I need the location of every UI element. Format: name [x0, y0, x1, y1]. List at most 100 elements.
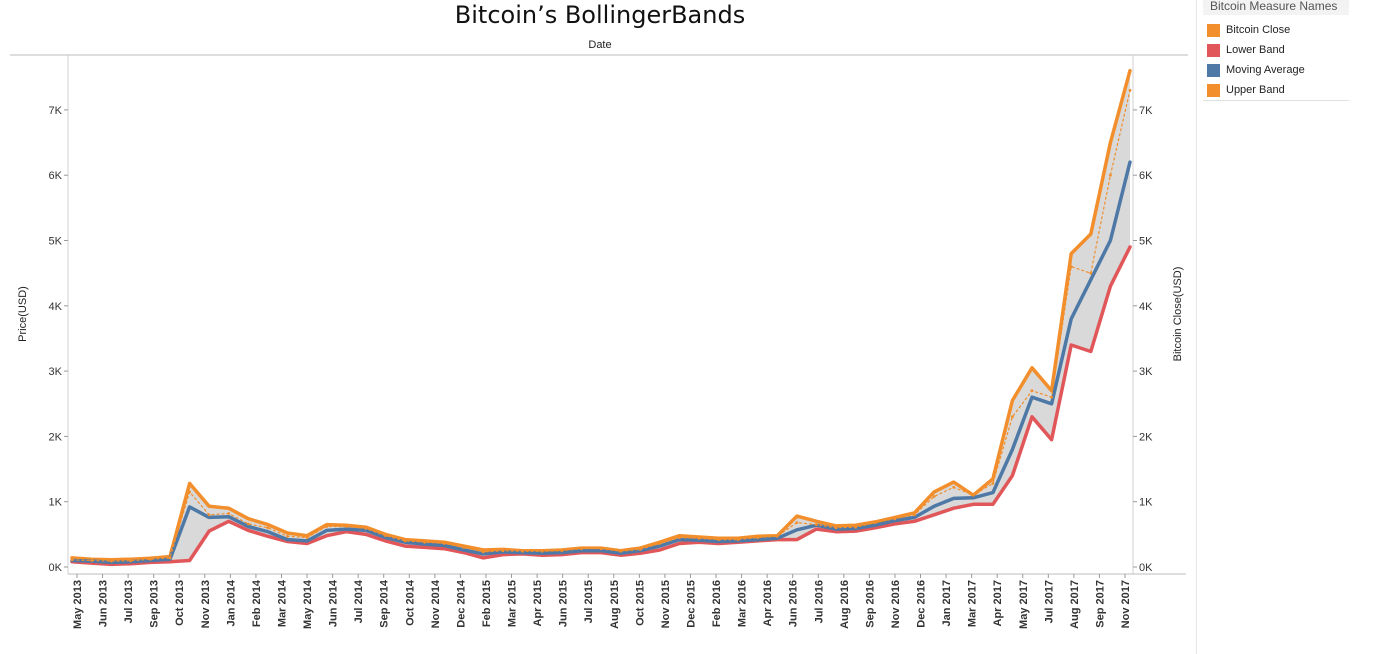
x-tick-label: Sep 2014 — [379, 579, 391, 628]
x-tick-label: Mar 2015 — [507, 580, 519, 627]
data-point-bitcoin-close — [560, 549, 564, 553]
x-tick-label: Feb 2015 — [481, 580, 493, 627]
data-point-bitcoin-close — [795, 521, 799, 524]
data-point-upper-band — [325, 523, 328, 526]
data-point-upper-band — [1129, 69, 1131, 72]
tick-layer: 0K 0K 1K 1K 2K 2K 3K 3K 4K 4K 5K 5K 6K 6K 7K 7K — [49, 105, 1154, 574]
panel-divider — [1196, 0, 1197, 654]
data-point-bitcoin-close — [834, 526, 838, 530]
data-point-lower-band — [835, 530, 837, 533]
data-point-lower-band — [482, 557, 485, 559]
data-point-upper-band — [482, 549, 485, 551]
data-point-moving-average — [463, 549, 465, 551]
data-point-moving-average — [1050, 403, 1053, 405]
legend-item-lower-band[interactable]: Lower Band — [1207, 42, 1285, 58]
y2-tick-label: 5K — [1139, 236, 1153, 248]
data-point-upper-band — [854, 524, 857, 526]
legend-item-moving-average[interactable]: Moving Average — [1207, 62, 1305, 78]
data-point-moving-average — [1109, 239, 1112, 242]
data-point-upper-band — [952, 481, 955, 483]
data-point-moving-average — [1031, 396, 1033, 399]
data-point-moving-average — [600, 549, 602, 552]
data-point-upper-band — [913, 512, 916, 514]
data-point-moving-average — [717, 540, 720, 543]
y-tick-label: 3K — [49, 366, 63, 378]
data-point-bitcoin-close — [697, 536, 701, 540]
data-point-bitcoin-close — [873, 521, 877, 524]
x-tick-label: May 2017 — [1018, 580, 1030, 629]
data-point-lower-band — [1011, 474, 1014, 477]
data-point-moving-average — [952, 497, 955, 500]
data-point-bitcoin-close — [1128, 88, 1132, 92]
data-point-lower-band — [992, 503, 994, 506]
y-tick-label: 0K — [49, 562, 63, 574]
data-point-lower-band — [796, 538, 798, 541]
x-tick-label: Aug 2016 — [839, 580, 851, 629]
data-point-moving-average — [874, 524, 877, 526]
data-point-moving-average — [345, 528, 348, 530]
data-point-moving-average — [659, 545, 661, 547]
x-tick-label: Aug 2015 — [609, 580, 621, 629]
x-tick-label: Jun 2013 — [98, 580, 110, 627]
data-point-upper-band — [71, 557, 73, 559]
data-point-bitcoin-close — [266, 526, 270, 530]
data-point-bitcoin-close — [1089, 271, 1093, 275]
data-point-lower-band — [874, 527, 877, 529]
data-point-moving-average — [678, 538, 681, 541]
data-point-moving-average — [1090, 278, 1092, 281]
legend-label: Bitcoin Close — [1226, 24, 1291, 36]
x-tick-label: Jun 2016 — [788, 580, 800, 627]
data-point-lower-band — [1109, 285, 1112, 288]
data-point-bitcoin-close — [1011, 415, 1014, 419]
data-point-lower-band — [854, 530, 857, 532]
data-point-bitcoin-close — [246, 522, 250, 526]
x-tick-label: Jan 2017 — [941, 580, 953, 626]
data-point-bitcoin-close — [756, 536, 760, 539]
legend-label: Lower Band — [1226, 44, 1285, 56]
data-point-upper-band — [796, 515, 798, 517]
data-point-bitcoin-close — [1030, 389, 1034, 393]
data-point-lower-band — [1050, 438, 1053, 441]
data-point-upper-band — [1011, 399, 1014, 402]
x-axis-title: Date — [588, 39, 611, 51]
data-point-lower-band — [1129, 246, 1131, 248]
data-point-moving-average — [443, 544, 446, 547]
data-point-lower-band — [365, 533, 367, 536]
y2-tick-label: 4K — [1139, 301, 1153, 313]
legend[interactable]: Bitcoin Measure Names Bitcoin Close Lowe… — [1203, 0, 1349, 101]
legend-item-upper-band[interactable]: Upper Band — [1207, 82, 1285, 98]
data-point-bitcoin-close — [90, 559, 93, 562]
data-point-moving-average — [286, 538, 289, 541]
left-axis-title: Price(USD) — [17, 286, 29, 342]
x-tick-label: Jan 2014 — [225, 579, 237, 626]
data-point-lower-band — [502, 553, 504, 556]
data-point-lower-band — [659, 549, 661, 551]
data-point-lower-band — [678, 542, 681, 545]
x-tick-label: Feb 2016 — [711, 580, 723, 627]
data-point-moving-average — [972, 497, 975, 499]
data-point-upper-band — [306, 534, 308, 537]
data-point-bitcoin-close — [482, 550, 485, 554]
data-point-upper-band — [1031, 367, 1033, 369]
data-point-bitcoin-close — [501, 549, 505, 553]
data-point-bitcoin-close — [678, 536, 681, 539]
y2-tick-label: 1K — [1139, 497, 1153, 509]
x-tick-label: Jul 2015 — [583, 580, 595, 623]
data-point-bitcoin-close — [149, 557, 152, 561]
data-point-lower-band — [1090, 350, 1092, 353]
x-tick-label: Jul 2014 — [353, 579, 365, 623]
data-point-upper-band — [267, 523, 269, 526]
data-point-bitcoin-close — [462, 546, 466, 549]
data-point-moving-average — [423, 543, 426, 545]
legend-item-bitcoin-close[interactable]: Bitcoin Close — [1207, 22, 1290, 38]
data-point-upper-band — [1070, 252, 1072, 255]
data-point-bitcoin-close — [775, 534, 779, 538]
data-point-lower-band — [443, 547, 446, 550]
data-point-bitcoin-close — [442, 542, 446, 545]
data-point-moving-average — [561, 551, 563, 554]
data-point-bitcoin-close — [423, 540, 427, 544]
data-point-bitcoin-close — [403, 539, 407, 543]
data-point-upper-band — [815, 520, 818, 523]
x-tick-label: Aug 2017 — [1069, 580, 1081, 629]
band-layer — [72, 70, 1130, 565]
